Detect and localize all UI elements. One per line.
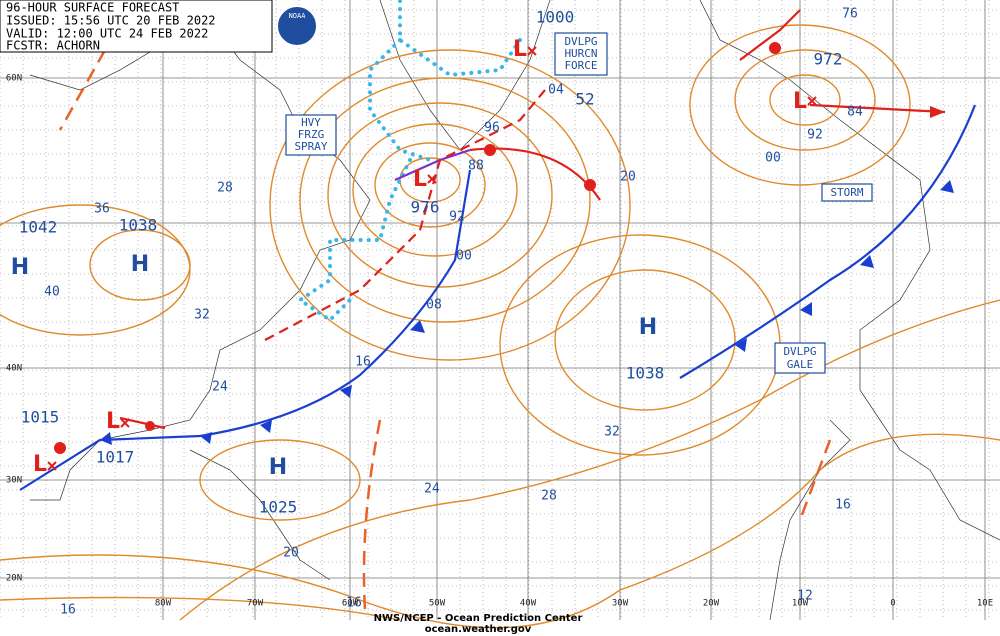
box-text: GALE	[787, 358, 814, 371]
lat-label: 20N	[6, 574, 22, 584]
low-symbol: L	[793, 89, 807, 114]
lon-label: 70W	[247, 599, 264, 609]
high-symbol: H	[269, 455, 287, 480]
troughs	[58, 49, 832, 611]
isobar-label: 76	[842, 7, 858, 22]
center-pressure: 1017	[96, 448, 135, 467]
footer: NWS/NCEP - Ocean Prediction Center ocean…	[374, 613, 583, 635]
isobar-label: 24	[212, 380, 228, 395]
isobar-label: 28	[217, 181, 233, 196]
box-text: DVLPG	[564, 35, 597, 48]
isobar-label: 88	[468, 159, 484, 174]
header-line: 96-HOUR SURFACE FORECAST	[6, 1, 179, 15]
lon-label: 60W	[342, 599, 359, 609]
header: 96-HOUR SURFACE FORECAST ISSUED: 15:56 U…	[0, 0, 318, 53]
box-text: SPRAY	[294, 140, 327, 153]
header-line: FCSTR: ACHORN	[6, 39, 100, 53]
center-pressure: 1000	[536, 8, 575, 27]
lon-labels: 80W 70W 60W 50W 40W 30W 20W 10W 0 10E	[155, 599, 993, 609]
center-markers	[47, 46, 817, 471]
front-symbols	[54, 42, 954, 454]
logo: NOAA	[289, 12, 307, 20]
center-pressure: 972	[814, 50, 843, 69]
lat-label: 40N	[6, 364, 22, 374]
center-pressure: 1038	[626, 364, 665, 383]
isobar-label: 00	[456, 249, 472, 264]
isobar-label: 92	[449, 210, 465, 225]
center-pressure: 1042	[19, 218, 58, 237]
isobar-label: 20	[283, 546, 299, 561]
lon-label: 20W	[703, 599, 720, 609]
isobar-label: 32	[194, 308, 210, 323]
graticule	[0, 0, 1000, 620]
lat-label: 60N	[6, 74, 22, 84]
header-line: ISSUED: 15:56 UTC 20 FEB 2022	[6, 14, 216, 28]
header-line: VALID: 12:00 UTC 24 FEB 2022	[6, 27, 208, 41]
isobar-label: 36	[94, 202, 110, 217]
isobar-label: 16	[835, 498, 851, 513]
isobar-label: 24	[424, 482, 440, 497]
isobar-label: 40	[44, 285, 60, 300]
high-symbol: H	[639, 315, 657, 340]
isobar-label: 12	[797, 589, 813, 604]
box-text: STORM	[830, 186, 863, 199]
lon-label: 0	[890, 599, 895, 609]
ice-edge	[296, 0, 522, 323]
isobar-label: 32	[604, 425, 620, 440]
isobar-label: 20	[620, 170, 636, 185]
centers: H 1042 H 1038 H 1038 H 1025 L 972 L 976 …	[11, 8, 843, 517]
center-pressure: 1025	[259, 498, 298, 517]
pressure-label: 52	[575, 90, 594, 109]
isobar-label: 28	[541, 489, 557, 504]
low-symbol: L	[106, 409, 120, 434]
lon-label: 50W	[429, 599, 446, 609]
lat-label: 30N	[6, 476, 22, 486]
fronts	[19, 9, 977, 491]
isobar-label: 84	[847, 105, 863, 120]
isobar-label: 00	[765, 151, 781, 166]
lon-label: 80W	[155, 599, 172, 609]
lon-label: 40W	[520, 599, 537, 609]
lon-label: 30W	[612, 599, 629, 609]
isobar-label: 04	[548, 83, 564, 98]
lon-label: 10W	[792, 599, 809, 609]
minor-grid	[0, 0, 1000, 620]
low-symbol: L	[513, 37, 527, 62]
center-pressure: 976	[411, 198, 440, 217]
isobar-label: 16	[60, 603, 76, 618]
box-text: HURCN	[564, 47, 597, 60]
isobar-label: 92	[807, 128, 823, 143]
footer-line: NWS/NCEP - Ocean Prediction Center	[374, 613, 583, 624]
footer-line: ocean.weather.gov	[425, 624, 532, 635]
low-symbol: L	[33, 452, 47, 477]
lon-label: 10E	[977, 599, 993, 609]
isobar-labels: 76 84 92 00 04 96 88 92 00 08 16 24 32 40 36 28 20 32 28 24…	[44, 7, 863, 618]
isobar-label: 08	[426, 298, 442, 313]
high-symbol: H	[131, 252, 149, 277]
isobars	[0, 24, 1000, 629]
box-text: DVLPG	[783, 345, 816, 358]
center-pressure: 1015	[21, 408, 60, 427]
isobar-label: 16	[355, 355, 371, 370]
box-text: FRZG	[298, 128, 325, 141]
high-symbol: H	[11, 255, 29, 280]
isobar-label: 96	[484, 121, 500, 136]
center-pressure: 1038	[119, 216, 158, 235]
box-text: HVY	[301, 116, 321, 129]
axis-labels: 60N 40N 30N 20N	[6, 74, 22, 584]
low-symbol: L	[413, 167, 427, 192]
warning-boxes: DVLPG HURCN FORCE HVY FRZG SPRAY STORM D…	[285, 32, 873, 374]
isobar-label: 16	[346, 596, 362, 611]
box-text: FORCE	[564, 59, 597, 72]
